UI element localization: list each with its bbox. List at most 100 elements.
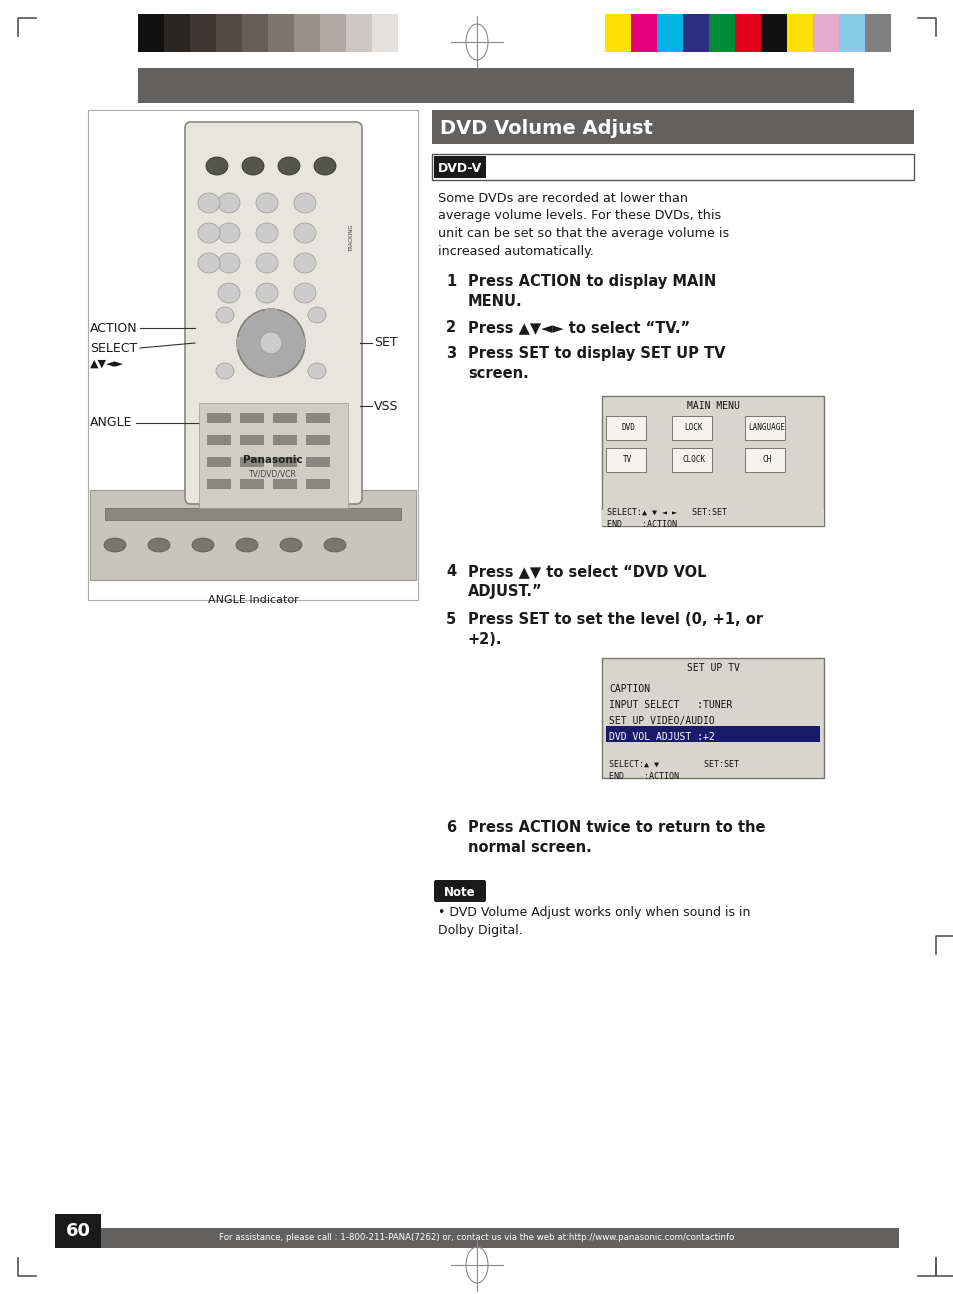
Text: LANGUAGE: LANGUAGE	[748, 423, 784, 432]
Text: Press ▲▼ to select “DVD VOL
ADJUST.”: Press ▲▼ to select “DVD VOL ADJUST.”	[468, 564, 706, 599]
Ellipse shape	[294, 223, 315, 243]
Bar	[55, 1228, 898, 1247]
Text: For assistance, please call : 1-800-211-PANA(7262) or, contact us via the web at: For assistance, please call : 1-800-211-…	[219, 1233, 734, 1242]
Text: DVD: DVD	[620, 423, 635, 432]
Ellipse shape	[314, 157, 335, 175]
Bar	[190, 14, 216, 52]
Bar	[605, 726, 820, 741]
Bar	[812, 14, 839, 52]
Ellipse shape	[198, 193, 220, 214]
Bar	[289, 336, 305, 349]
Ellipse shape	[260, 333, 282, 355]
Text: Press ACTION to display MAIN
MENU.: Press ACTION to display MAIN MENU.	[468, 274, 716, 309]
Text: CAPTION: CAPTION	[608, 685, 649, 694]
Text: 6: 6	[446, 820, 456, 835]
Bar	[432, 154, 913, 180]
Bar	[240, 479, 264, 489]
Bar	[744, 448, 784, 472]
Ellipse shape	[308, 307, 326, 324]
Text: SELECT: SELECT	[90, 342, 137, 355]
Bar	[434, 157, 485, 179]
Text: LOCK: LOCK	[684, 423, 702, 432]
Bar	[268, 14, 294, 52]
Bar	[306, 435, 330, 445]
Ellipse shape	[218, 254, 240, 273]
Text: CLOCK: CLOCK	[681, 455, 705, 465]
Bar	[605, 415, 645, 440]
Bar	[604, 14, 631, 52]
Bar	[90, 490, 416, 580]
Bar	[864, 14, 890, 52]
Bar	[240, 413, 264, 423]
Ellipse shape	[198, 254, 220, 273]
Bar	[372, 14, 398, 52]
Bar	[199, 402, 348, 509]
Bar	[240, 457, 264, 467]
Text: 60: 60	[66, 1222, 91, 1240]
Text: • DVD Volume Adjust works only when sound is in
Dolby Digital.: • DVD Volume Adjust works only when soun…	[437, 906, 750, 937]
Bar	[294, 14, 320, 52]
Ellipse shape	[308, 364, 326, 379]
Ellipse shape	[324, 538, 346, 553]
Bar	[306, 479, 330, 489]
Ellipse shape	[236, 309, 305, 377]
Text: MAIN MENU: MAIN MENU	[686, 401, 739, 411]
Bar	[138, 14, 164, 52]
Text: SET UP TV: SET UP TV	[686, 663, 739, 673]
Text: DVD-V: DVD-V	[437, 162, 481, 175]
Text: INPUT SELECT   :TUNER: INPUT SELECT :TUNER	[608, 700, 732, 710]
Bar	[682, 14, 709, 52]
Text: 5: 5	[446, 612, 456, 628]
Ellipse shape	[277, 157, 299, 175]
Bar	[306, 413, 330, 423]
Text: SELECT:▲ ▼ ◄ ►   SET:SET
END    :ACTION: SELECT:▲ ▼ ◄ ► SET:SET END :ACTION	[606, 509, 726, 529]
Bar	[236, 336, 253, 349]
FancyBboxPatch shape	[185, 122, 361, 503]
Ellipse shape	[235, 538, 257, 553]
Text: 4: 4	[446, 564, 456, 578]
Text: Press ▲▼◄► to select “TV.”: Press ▲▼◄► to select “TV.”	[468, 320, 689, 335]
Bar	[671, 415, 711, 440]
Bar	[207, 457, 231, 467]
Bar	[630, 14, 657, 52]
Text: SELECT:▲ ▼         SET:SET
END    :ACTION: SELECT:▲ ▼ SET:SET END :ACTION	[608, 760, 739, 780]
Text: TRACKING: TRACKING	[349, 224, 354, 252]
Bar	[671, 448, 711, 472]
Text: Panasonic: Panasonic	[243, 455, 302, 465]
Bar	[242, 14, 268, 52]
Bar	[273, 479, 296, 489]
Bar	[708, 14, 735, 52]
Text: TV/DVD/VCR: TV/DVD/VCR	[249, 470, 296, 479]
Bar	[207, 413, 231, 423]
Bar	[838, 14, 864, 52]
Ellipse shape	[198, 223, 220, 243]
Bar	[319, 14, 346, 52]
Ellipse shape	[218, 223, 240, 243]
Bar	[273, 413, 296, 423]
Bar	[138, 69, 853, 104]
Bar	[657, 14, 682, 52]
Bar	[273, 435, 296, 445]
Bar	[397, 14, 424, 52]
Text: DVD VOL ADJUST :+2: DVD VOL ADJUST :+2	[608, 732, 714, 741]
Bar	[215, 14, 242, 52]
Bar	[744, 415, 784, 440]
Bar	[346, 14, 372, 52]
Ellipse shape	[280, 538, 302, 553]
Text: SET: SET	[374, 336, 397, 349]
Text: ACTION: ACTION	[90, 321, 137, 335]
Bar	[432, 110, 913, 144]
Ellipse shape	[255, 223, 277, 243]
Bar	[786, 14, 813, 52]
Ellipse shape	[255, 193, 277, 214]
Bar	[601, 510, 823, 525]
Ellipse shape	[255, 283, 277, 303]
Ellipse shape	[215, 364, 233, 379]
Text: 3: 3	[446, 345, 456, 361]
Bar	[265, 361, 276, 377]
Ellipse shape	[215, 307, 233, 324]
Bar	[207, 435, 231, 445]
Ellipse shape	[192, 538, 213, 553]
Ellipse shape	[294, 193, 315, 214]
Ellipse shape	[242, 157, 264, 175]
